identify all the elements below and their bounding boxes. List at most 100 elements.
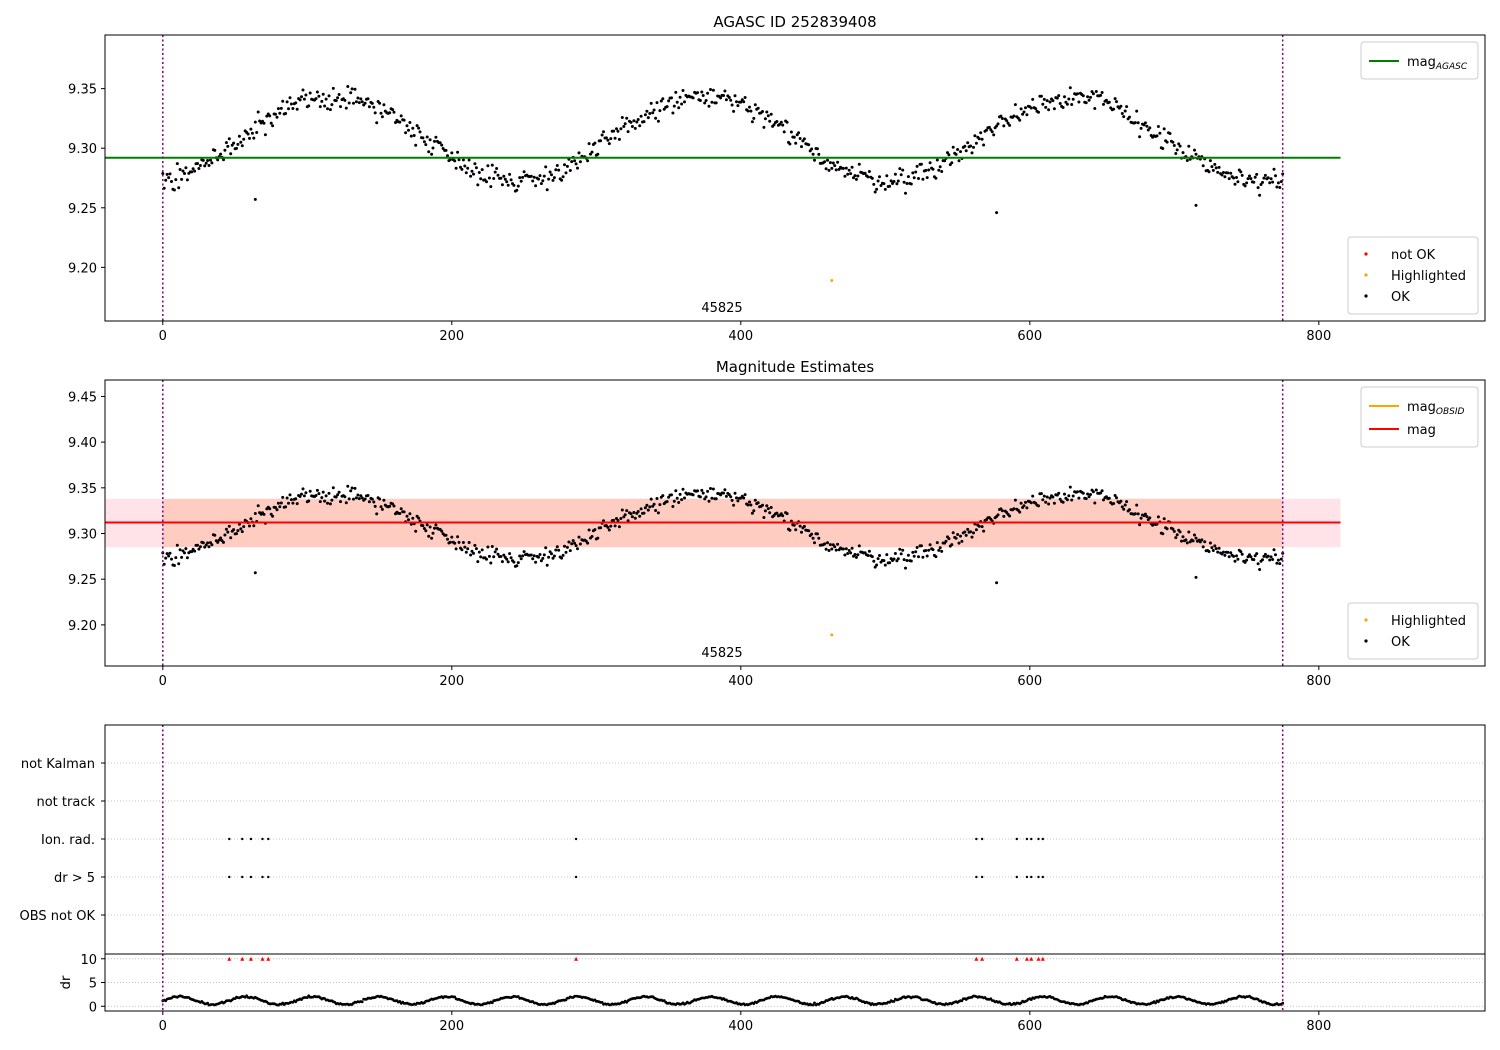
legend-marker <box>1364 618 1368 622</box>
data-point <box>456 535 460 539</box>
data-point <box>440 529 444 533</box>
data-point <box>691 96 695 100</box>
data-point <box>586 159 590 163</box>
data-point <box>216 540 220 544</box>
data-point <box>1274 174 1277 178</box>
data-point <box>646 116 650 120</box>
data-point <box>938 546 942 550</box>
data-point <box>235 532 238 536</box>
data-point <box>671 111 675 115</box>
data-point <box>172 188 176 192</box>
data-point <box>622 125 626 128</box>
data-point <box>516 561 520 565</box>
data-point <box>609 137 613 141</box>
data-point <box>761 503 764 507</box>
data-point <box>237 522 241 526</box>
data-point <box>275 508 279 512</box>
data-point <box>928 161 932 165</box>
agasc-panel: AGASC ID 252839408 45825 0 200 400 600 800 9.20… <box>68 13 1486 344</box>
data-point <box>661 97 665 101</box>
data-point <box>213 148 217 152</box>
data-point <box>508 172 512 176</box>
data-point <box>1155 134 1159 138</box>
data-point <box>674 90 678 94</box>
data-point <box>197 547 201 551</box>
data-point <box>1168 132 1172 135</box>
category-label: not track <box>36 795 95 810</box>
data-point <box>331 486 335 490</box>
data-point <box>315 90 319 94</box>
data-point <box>576 547 579 551</box>
data-point <box>388 504 392 508</box>
y-tick-label: 5 <box>89 977 97 992</box>
data-point <box>642 511 646 515</box>
data-point <box>271 514 275 518</box>
data-point <box>380 115 384 119</box>
data-point <box>590 535 594 538</box>
data-point <box>1236 557 1240 561</box>
data-point <box>493 550 497 554</box>
data-point <box>433 526 436 530</box>
data-point <box>529 174 533 178</box>
data-point <box>476 560 480 564</box>
data-point <box>298 98 302 102</box>
flag-point <box>267 875 270 879</box>
data-point <box>917 555 920 559</box>
data-point <box>1045 99 1049 103</box>
data-point <box>951 531 955 535</box>
data-point <box>963 530 967 534</box>
data-point <box>219 152 223 156</box>
data-point <box>235 146 238 150</box>
data-point <box>411 126 415 130</box>
data-point <box>229 152 233 156</box>
legend-label: Highlighted <box>1391 614 1466 629</box>
data-point <box>276 107 280 111</box>
data-point <box>996 513 1000 517</box>
data-point <box>698 99 702 102</box>
data-point <box>503 177 507 181</box>
data-point <box>1233 559 1237 563</box>
data-point <box>914 170 918 174</box>
data-point <box>486 164 490 168</box>
data-point <box>363 497 367 501</box>
data-point <box>477 550 481 554</box>
data-point <box>1089 95 1092 99</box>
data-point <box>356 493 360 497</box>
flag-point <box>980 875 984 879</box>
data-point <box>919 162 923 166</box>
y-tick-label: 0 <box>89 1000 97 1015</box>
data-point <box>912 554 916 558</box>
data-point <box>464 550 468 554</box>
x-tick-label: 800 <box>1306 1019 1331 1034</box>
data-point <box>1203 540 1207 544</box>
data-point <box>752 509 756 513</box>
data-point <box>472 172 475 176</box>
data-point <box>346 85 350 88</box>
data-point <box>499 555 503 558</box>
legend-label: not OK <box>1391 248 1436 263</box>
legend-label: magOBSID <box>1407 400 1465 417</box>
data-point <box>727 96 731 99</box>
data-point <box>522 550 526 554</box>
data-point <box>466 166 470 170</box>
data-point <box>193 169 197 173</box>
data-point <box>453 159 457 163</box>
data-point <box>999 114 1003 118</box>
data-point <box>711 88 715 92</box>
data-point <box>252 524 256 528</box>
data-point <box>486 545 490 549</box>
data-point <box>921 177 925 181</box>
data-point <box>560 556 564 560</box>
data-point <box>617 137 621 141</box>
data-point <box>837 167 841 171</box>
data-point <box>285 496 289 500</box>
data-point <box>446 154 449 158</box>
data-point <box>1259 183 1263 186</box>
data-point <box>1272 167 1276 171</box>
data-point <box>629 120 633 124</box>
flag-point <box>1025 875 1029 879</box>
data-point <box>1058 102 1062 105</box>
data-point <box>623 122 627 126</box>
data-point <box>1227 177 1231 181</box>
x-tick-label: 600 <box>1017 674 1042 689</box>
